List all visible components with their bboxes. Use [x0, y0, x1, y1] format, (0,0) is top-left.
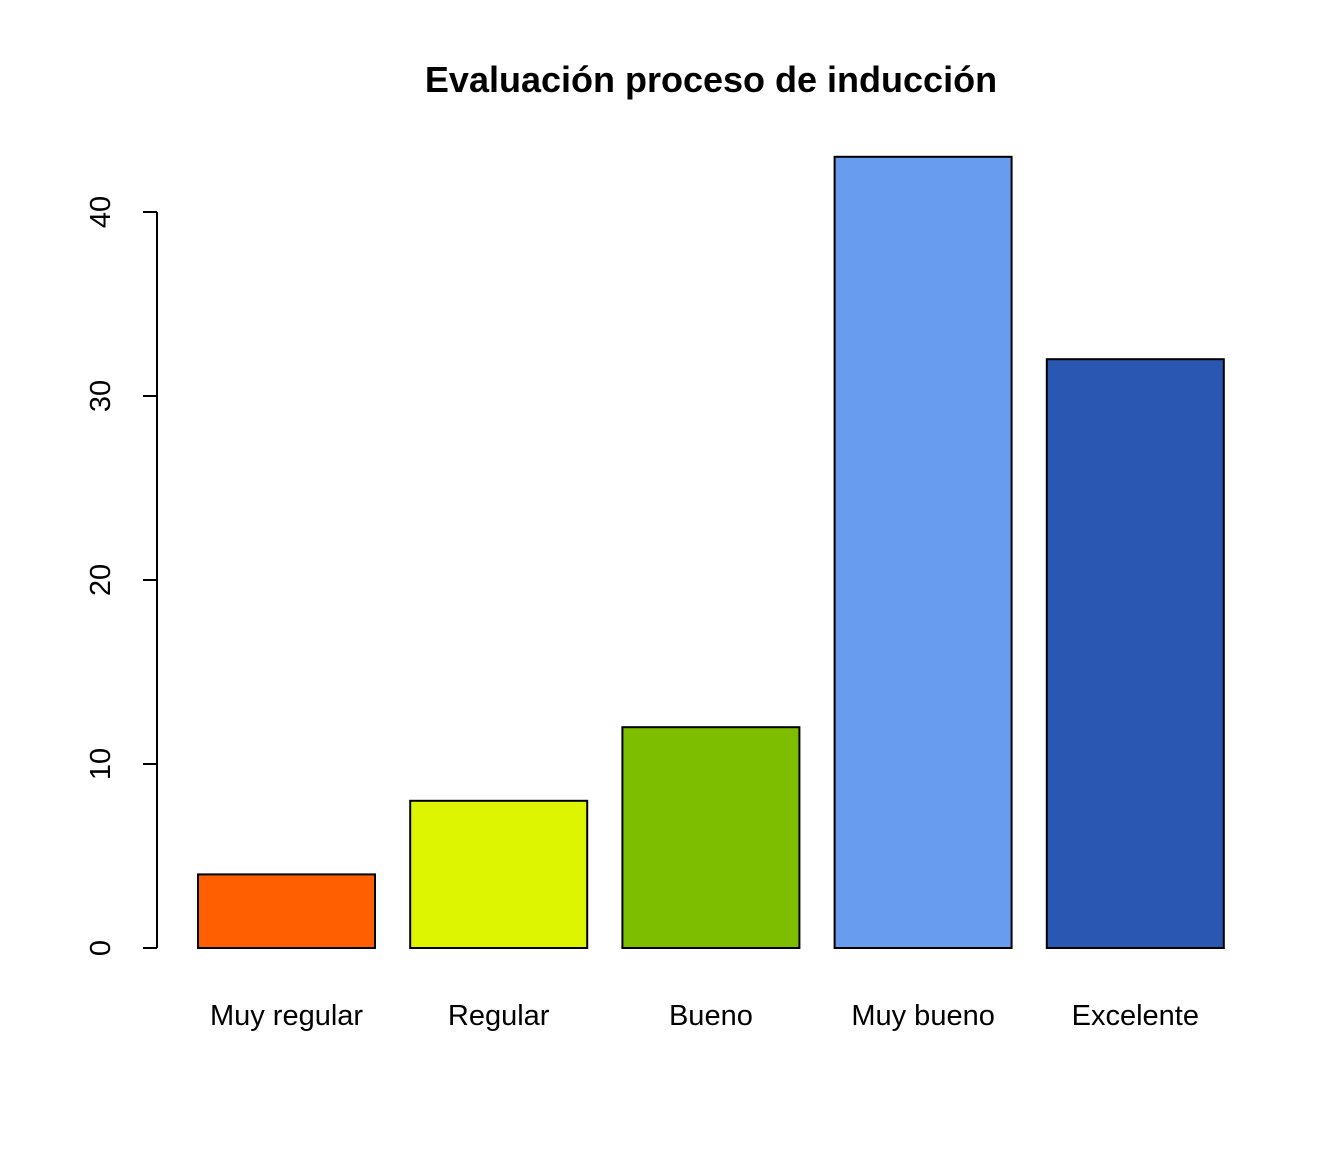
y-tick-label: 30	[85, 380, 117, 412]
y-tick-label: 0	[85, 940, 117, 956]
bar-regular	[409, 799, 589, 949]
chart-title: Evaluación proceso de inducción	[425, 59, 997, 100]
category-label: Regular	[448, 1000, 550, 1032]
bar-bueno	[621, 726, 801, 950]
category-label: Muy regular	[210, 1000, 363, 1032]
category-labels: Muy regular Regular Bueno Muy bueno Excelent…	[210, 1000, 1199, 1032]
category-label: Excelente	[1072, 1000, 1199, 1032]
y-axis: 0 10 20 30 40	[85, 196, 158, 956]
category-label: Bueno	[669, 1000, 753, 1032]
y-tick-label: 40	[85, 196, 117, 228]
bars	[197, 155, 1225, 950]
category-label: Muy bueno	[851, 1000, 995, 1032]
bar-muy-bueno	[833, 155, 1013, 950]
y-tick-label: 10	[85, 748, 117, 780]
bar-muy-regular	[197, 873, 376, 950]
y-tick-label: 20	[85, 564, 117, 596]
bar-excelente	[1045, 358, 1225, 949]
